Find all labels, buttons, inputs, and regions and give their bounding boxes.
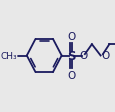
Text: O: O [67,71,75,80]
Text: O: O [100,51,108,61]
Text: O: O [78,51,87,61]
Text: CH₃: CH₃ [0,52,17,60]
Text: S: S [67,50,75,62]
Text: O: O [67,32,75,41]
